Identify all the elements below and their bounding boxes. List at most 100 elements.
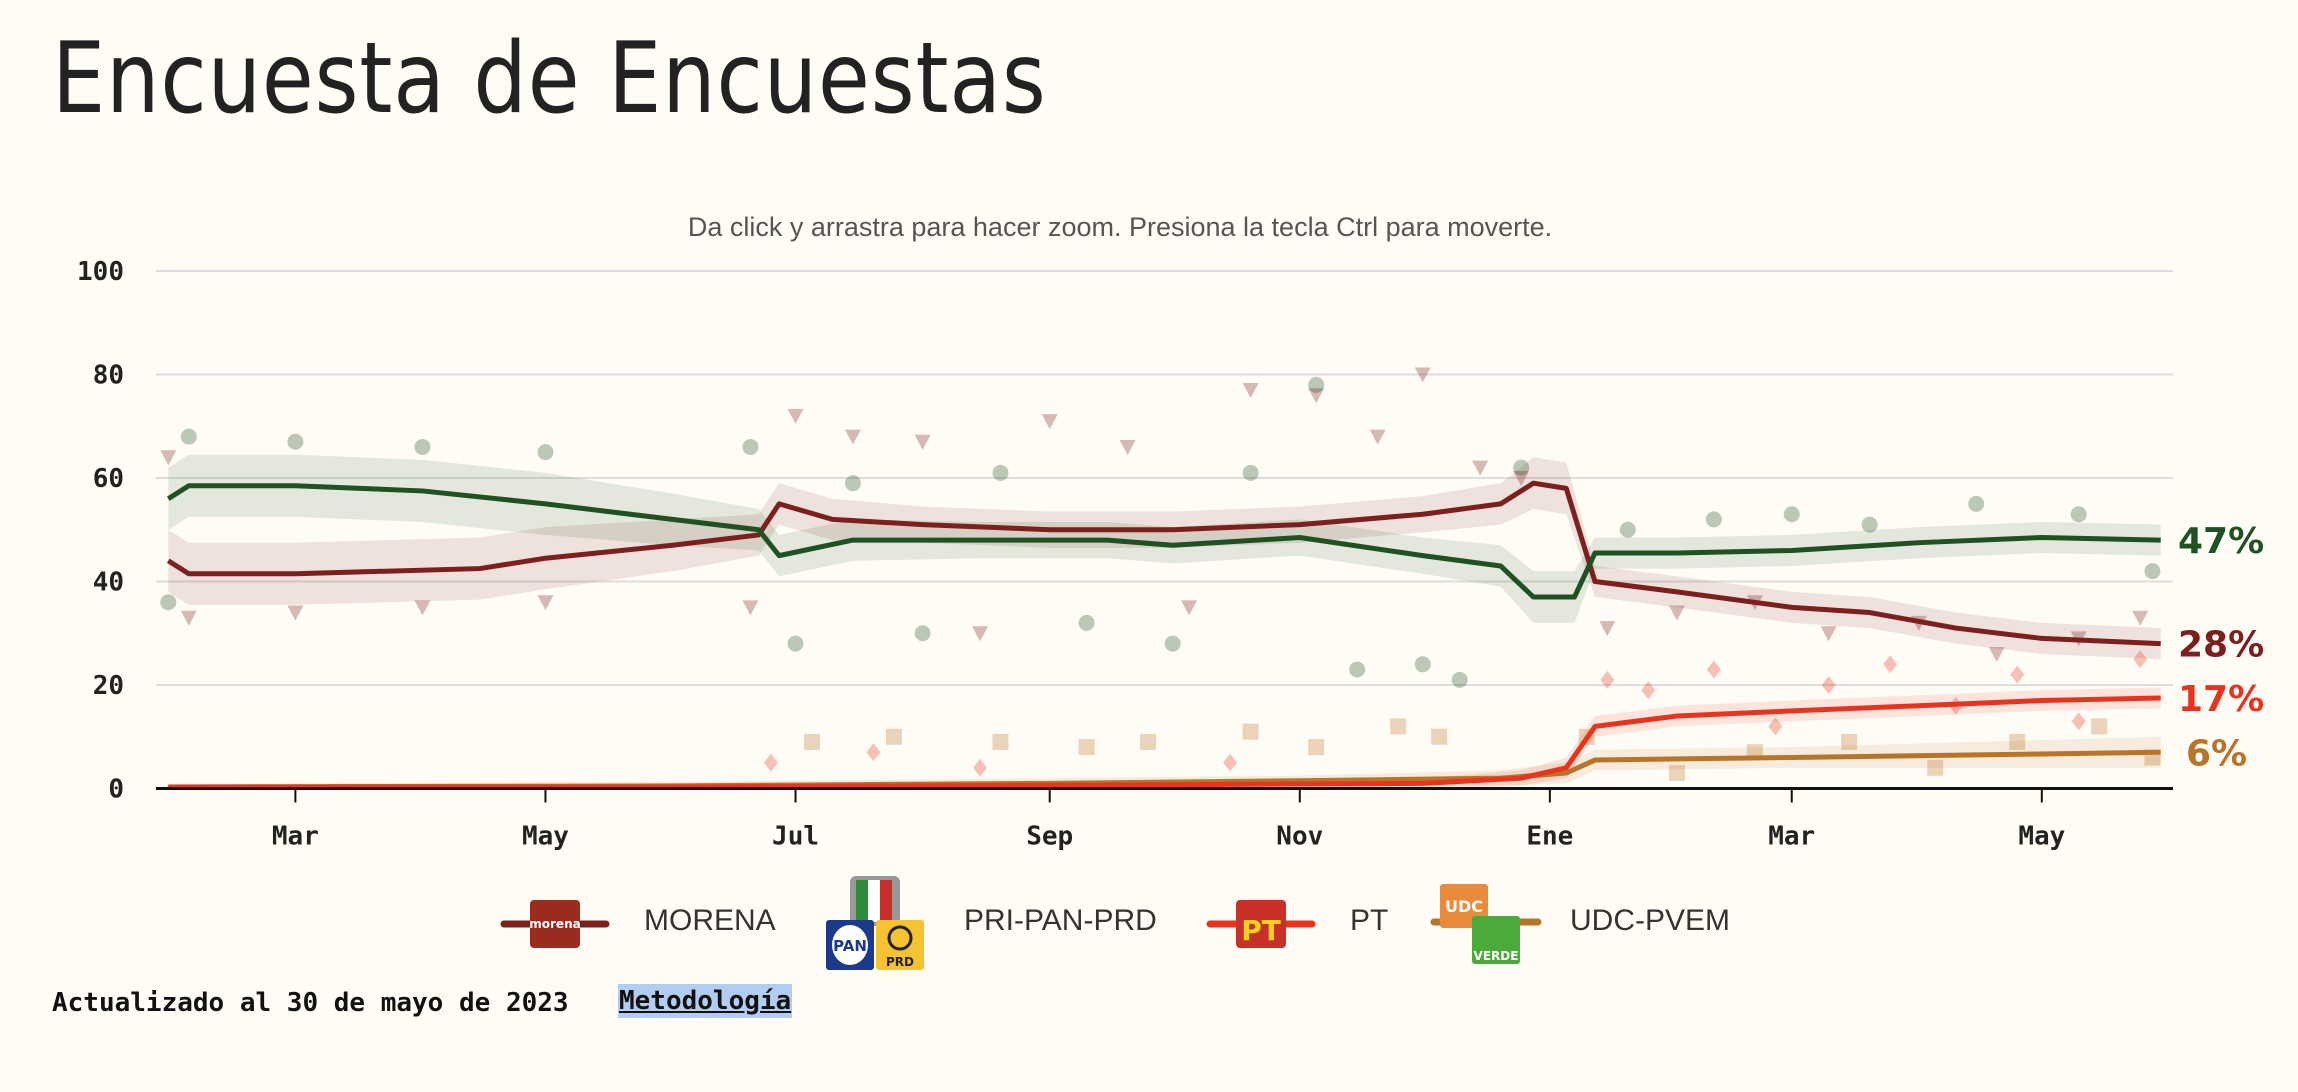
poll-point[interactable] [992, 733, 1009, 750]
poll-point[interactable] [2133, 650, 2148, 669]
poll-point[interactable] [1078, 739, 1095, 756]
pri-pan-prd-logo-icon[interactable]: PAN PRD [824, 874, 928, 974]
poll-point[interactable] [1513, 471, 1530, 486]
poll-point[interactable] [287, 433, 304, 450]
x-tick-label: Mar [272, 822, 319, 852]
poll-point[interactable] [1242, 464, 1259, 481]
poll-point[interactable] [1927, 759, 1944, 776]
poll-point[interactable] [1308, 739, 1325, 756]
poll-point[interactable] [1668, 764, 1685, 781]
poll-point[interactable] [1861, 516, 1878, 533]
poll-point[interactable] [1821, 676, 1836, 694]
legend-label-udc-pvem[interactable]: UDC-PVEM [1570, 904, 1731, 937]
poll-point[interactable] [1705, 511, 1722, 528]
poll-point[interactable] [844, 475, 861, 492]
udc-verde-logo-icon[interactable]: UDC VERDE [1430, 882, 1542, 968]
poll-point[interactable] [1472, 460, 1489, 476]
poll-point[interactable] [1369, 429, 1386, 445]
poll-point[interactable] [1619, 521, 1636, 538]
poll-point[interactable] [972, 626, 989, 642]
y-tick-label: 60 [93, 464, 124, 494]
poll-point[interactable] [973, 758, 988, 777]
poll-point[interactable] [1349, 661, 1366, 678]
poll-point[interactable] [1768, 717, 1783, 736]
poll-point[interactable] [866, 743, 881, 762]
poll-point[interactable] [2091, 718, 2108, 735]
poll-point[interactable] [1431, 728, 1448, 745]
poll-point[interactable] [1600, 670, 1615, 689]
morena-logo-icon[interactable]: morena [500, 896, 610, 952]
poll-point[interactable] [763, 753, 778, 772]
poll-point[interactable] [2070, 506, 2087, 523]
poll-point[interactable] [160, 594, 177, 611]
x-tick-label: Nov [1276, 822, 1323, 852]
poll-point[interactable] [2071, 712, 2086, 731]
poll-point[interactable] [1883, 655, 1898, 674]
poll-point[interactable] [914, 625, 931, 642]
poll-point[interactable] [1414, 656, 1431, 673]
poll-point[interactable] [1513, 459, 1530, 476]
svg-text:PAN: PAN [833, 937, 867, 955]
poll-point[interactable] [537, 444, 554, 461]
poll-point[interactable] [1242, 383, 1259, 399]
poll-point[interactable] [160, 450, 177, 466]
pt-logo-icon[interactable]: PT [1206, 896, 1316, 952]
y-tick-label: 40 [93, 568, 124, 598]
poll-point[interactable] [1783, 506, 1800, 523]
poll-point[interactable] [287, 605, 304, 621]
poll-point[interactable] [1308, 388, 1325, 404]
poll-point[interactable] [2010, 665, 2025, 684]
poll-point[interactable] [180, 610, 197, 626]
svg-text:UDC: UDC [1445, 897, 1483, 916]
poll-point[interactable] [1041, 414, 1058, 430]
poll-point[interactable] [1706, 660, 1721, 679]
y-tick-label: 0 [108, 775, 124, 805]
poll-point[interactable] [1078, 614, 1095, 631]
svg-text:PRD: PRD [886, 955, 914, 969]
poll-point[interactable] [1242, 723, 1259, 740]
poll-point[interactable] [742, 600, 759, 616]
trend-line-pri-pan-prd [166, 483, 2161, 600]
poll-point[interactable] [2132, 610, 2149, 626]
poll-point[interactable] [180, 428, 197, 445]
poll-point[interactable] [787, 635, 804, 652]
poll-point[interactable] [1451, 671, 1468, 688]
poll-point[interactable] [414, 438, 431, 455]
x-tick-label: Sep [1026, 822, 1073, 852]
y-tick-label: 80 [93, 361, 124, 391]
poll-point[interactable] [992, 464, 1009, 481]
poll-point[interactable] [537, 595, 554, 611]
poll-point[interactable] [1181, 600, 1198, 616]
poll-point[interactable] [1641, 681, 1656, 700]
uncertainty-band-udc-pvem [168, 736, 2161, 789]
poll-point[interactable] [1223, 753, 1238, 772]
x-tick-label: May [2018, 822, 2065, 852]
poll-point[interactable] [1668, 605, 1685, 621]
poll-point[interactable] [1140, 733, 1157, 750]
poll-point[interactable] [1841, 733, 1858, 750]
poll-point[interactable] [414, 600, 431, 616]
poll-point[interactable] [1414, 367, 1431, 383]
methodology-link[interactable]: Metodología [618, 984, 793, 1018]
legend-label-pri-pan-prd[interactable]: PRI-PAN-PRD [964, 904, 1157, 937]
poll-point[interactable] [1119, 439, 1136, 455]
poll-point[interactable] [2009, 733, 2026, 750]
poll-point[interactable] [885, 728, 902, 745]
poll-point[interactable] [1390, 718, 1407, 735]
poll-point[interactable] [844, 429, 861, 445]
poll-point[interactable] [914, 434, 931, 450]
y-tick-label: 20 [93, 671, 124, 701]
poll-point[interactable] [1308, 376, 1325, 393]
legend-label-pt[interactable]: PT [1350, 904, 1389, 937]
poll-point[interactable] [1820, 626, 1837, 642]
poll-point[interactable] [1164, 635, 1181, 652]
poll-point[interactable] [742, 438, 759, 455]
poll-point[interactable] [1988, 646, 2005, 662]
poll-point[interactable] [2144, 563, 2161, 580]
legend-label-morena[interactable]: MORENA [644, 904, 776, 937]
poll-point[interactable] [803, 733, 820, 750]
poll-point[interactable] [787, 408, 804, 424]
poll-point[interactable] [1599, 621, 1616, 637]
poll-point[interactable] [1968, 495, 1985, 512]
